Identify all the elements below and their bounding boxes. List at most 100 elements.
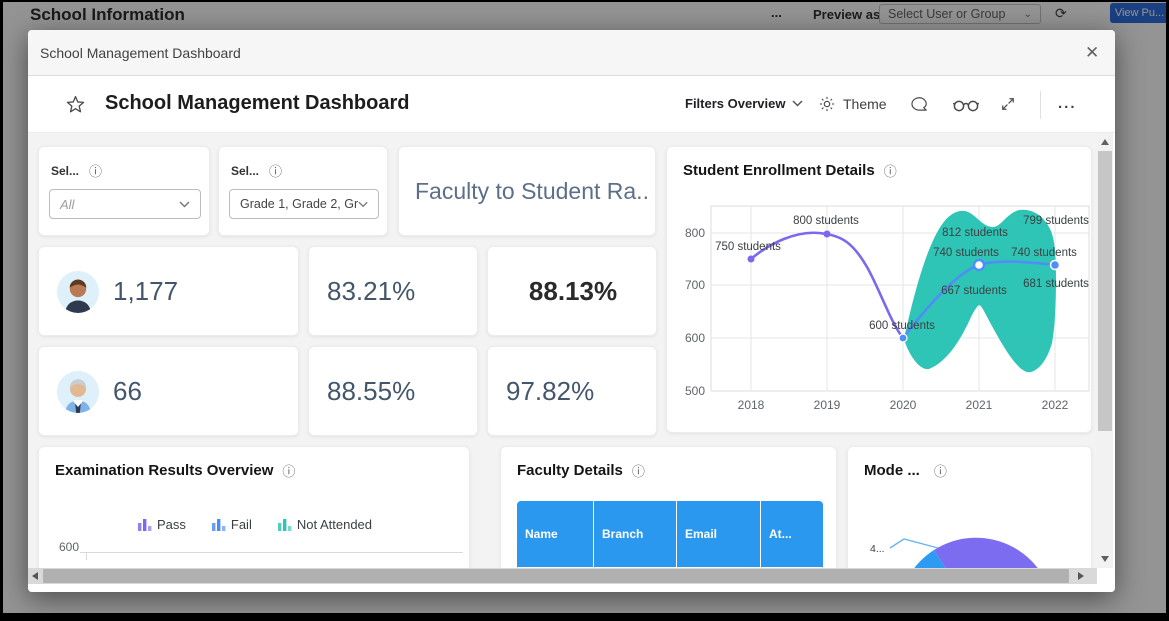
pie-slice-purple[interactable] (934, 537, 1054, 568)
faculty-details-title: Faculty Details (517, 462, 623, 479)
background-publish-button[interactable]: View Pu... (1110, 3, 1166, 23)
background-page-header: School Information ... Preview as Select… (3, 2, 1166, 28)
scroll-down-arrow[interactable] (1101, 556, 1109, 562)
dashboard-toolbar: School Management Dashboard Filters Over… (28, 76, 1115, 133)
column-header-at[interactable]: At... (769, 527, 792, 541)
filter2-select[interactable]: Grade 1, Grade 2, Gr... (229, 189, 379, 219)
ratio-card-text: Faculty to Student Ra... (415, 178, 647, 204)
point-2019-800[interactable] (823, 230, 831, 238)
horizontal-scroll-thumb[interactable] (43, 569, 1069, 583)
background-user-select-value: Select User or Group (888, 7, 1006, 21)
exam-axis-line (80, 552, 463, 553)
stat-value: 88.13% (528, 276, 618, 306)
label-667-students: 667 students (941, 285, 1007, 297)
bar-chart-icon (277, 518, 292, 531)
legend-pass[interactable]: Pass (137, 517, 186, 532)
legend-fail[interactable]: Fail (211, 517, 252, 532)
background-page-title: School Information (30, 5, 185, 24)
mode-pie-chart[interactable]: 4... (848, 447, 1092, 568)
exam-axis-tick (86, 552, 87, 560)
ytick-600: 600 (685, 331, 705, 345)
enrollment-chart-card: Student Enrollment Details ⓘ (666, 146, 1092, 433)
modal-header: School Management Dashboard ✕ (28, 30, 1115, 76)
filters-overview-dropdown[interactable]: Filters Overview (685, 96, 803, 111)
theme-label: Theme (843, 96, 887, 112)
column-header-email[interactable]: Email (677, 501, 761, 567)
scroll-left-arrow[interactable] (32, 572, 38, 580)
stat-value: 88.55% (327, 376, 416, 406)
xtick-2020: 2020 (890, 398, 917, 412)
info-icon[interactable]: ⓘ (933, 464, 947, 479)
info-icon[interactable]: ⓘ (282, 464, 296, 479)
student-avatar-icon (57, 271, 99, 313)
column-header-branch[interactable]: Branch (594, 501, 677, 567)
chevron-down-icon (358, 201, 368, 207)
theme-button[interactable]: Theme (818, 95, 887, 113)
filter1-select[interactable]: All (49, 189, 201, 219)
enrollment-chart-title: Student Enrollment Details (683, 162, 875, 179)
info-icon[interactable]: ⓘ (883, 164, 897, 179)
bar-chart-icon (137, 518, 152, 531)
filter-card-1: Sel... ⓘ All (38, 146, 210, 236)
point-2022-740[interactable] (1049, 259, 1061, 271)
legend-pass-label: Pass (156, 517, 186, 532)
ytick-700: 700 (685, 278, 705, 292)
filter1-label: Sel... (51, 163, 80, 178)
mode-chart-title: Mode ... (864, 462, 920, 479)
scroll-right-arrow[interactable] (1078, 572, 1084, 580)
point-2020-600[interactable] (898, 333, 908, 343)
label-812-students: 812 students (942, 227, 1008, 239)
pie-label-leader-line (889, 538, 939, 549)
glasses-icon[interactable] (952, 98, 980, 117)
chevron-down-icon: ⌄ (1023, 8, 1032, 20)
chevron-down-icon (179, 201, 190, 207)
label-800-students: 800 students (793, 215, 859, 227)
app-window: School Information ... Preview as Select… (3, 2, 1166, 613)
label-740-students-2022: 740 students (1011, 247, 1077, 259)
point-2021-740[interactable] (972, 258, 986, 272)
background-more-button[interactable]: ... (771, 5, 782, 20)
sun-icon (819, 96, 835, 112)
vertical-scroll-thumb[interactable] (1098, 151, 1112, 431)
info-icon[interactable]: ⓘ (269, 164, 283, 179)
horizontal-scrollbar[interactable] (28, 568, 1097, 584)
stat-card-2: 83.21% (308, 246, 478, 336)
xtick-2021: 2021 (966, 398, 993, 412)
legend-fail-label: Fail (230, 517, 252, 532)
scroll-up-arrow[interactable] (1101, 139, 1109, 145)
point-2018-750[interactable] (747, 255, 755, 263)
exam-ytick-600: 600 (58, 540, 79, 554)
filter2-value: Grade 1, Grade 2, Gr... (240, 197, 358, 211)
faculty-table-row (517, 567, 823, 568)
toolbar-divider (1040, 91, 1041, 119)
column-header-name[interactable]: Name (517, 501, 594, 567)
enrollment-line-chart[interactable]: 800 700 600 500 2018 2019 2020 2021 2022 (667, 147, 1093, 434)
background-user-select[interactable]: Select User or Group ⌄ (879, 4, 1041, 24)
refresh-icon[interactable]: ⟳ (1055, 5, 1067, 21)
comment-icon[interactable] (910, 95, 929, 119)
faculty-table-header: Name Branch Email At... (517, 501, 823, 567)
expand-icon[interactable] (999, 95, 1017, 118)
stat-value: 97.82% (506, 376, 595, 406)
faculty-avatar-icon (57, 371, 99, 413)
bar-chart-icon (211, 518, 226, 531)
label-681-students: 681 students (1023, 278, 1089, 290)
more-options-button[interactable]: ... (1058, 95, 1077, 112)
stat-card-faculty: 66 (38, 346, 299, 436)
legend-not-attended[interactable]: Not Attended (277, 517, 372, 532)
stat-card-6: 97.82% (487, 346, 657, 436)
stat-card-students: 1,177 (38, 246, 299, 336)
vertical-scrollbar[interactable] (1097, 133, 1113, 568)
filter-card-2: Sel... ⓘ Grade 1, Grade 2, Gr... (218, 146, 388, 236)
info-icon[interactable]: ⓘ (89, 164, 103, 179)
ytick-800: 800 (685, 226, 705, 240)
pie-slice-blue[interactable] (898, 550, 976, 568)
stat-card-5: 88.55% (308, 346, 478, 436)
faculty-details-card: Faculty Details ⓘ Name Branch Email At..… (500, 446, 837, 568)
stat-card-3: 88.13% (487, 246, 657, 336)
chevron-down-icon (792, 100, 803, 107)
close-icon[interactable]: ✕ (1085, 43, 1100, 62)
info-icon[interactable]: ⓘ (631, 464, 645, 479)
xtick-2019: 2019 (814, 398, 841, 412)
star-icon[interactable] (65, 94, 86, 120)
